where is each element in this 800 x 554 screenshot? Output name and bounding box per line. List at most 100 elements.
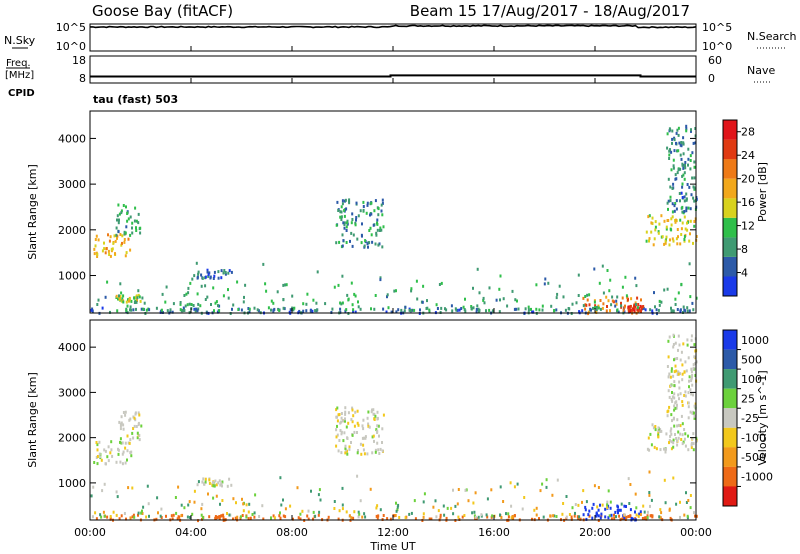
range-cell (679, 308, 682, 312)
range-cell (317, 493, 320, 497)
range-cell (376, 417, 379, 421)
range-cell (646, 516, 649, 520)
range-cell (371, 451, 374, 455)
range-cell (279, 511, 281, 515)
range-cell (673, 424, 676, 428)
range-cell (682, 166, 685, 170)
range-cell (307, 509, 310, 513)
range-cell (667, 199, 670, 203)
range-cell (141, 509, 143, 513)
colorbar-segment (723, 256, 737, 277)
range-cell (211, 482, 214, 486)
range-cell (341, 233, 344, 237)
range-cell (200, 507, 203, 511)
range-cell (335, 223, 338, 227)
range-cell (689, 506, 692, 510)
range-cell (675, 199, 678, 203)
range-cell (434, 499, 437, 503)
range-cell (125, 309, 128, 312)
range-cell (264, 282, 267, 286)
range-cell (121, 452, 124, 456)
range-cell (145, 308, 148, 312)
range-cell (208, 478, 211, 482)
range-cell (212, 277, 215, 280)
range-cell (636, 296, 639, 300)
range-cell (228, 269, 231, 273)
range-cell (354, 223, 357, 227)
range-cell (408, 512, 411, 516)
range-cell (680, 282, 683, 286)
range-cell (117, 447, 119, 451)
x-tick-label: 00:00 (680, 526, 712, 539)
range-cell (462, 305, 465, 309)
range-cell (213, 274, 216, 278)
range-cell (674, 202, 677, 205)
range-cell (472, 306, 475, 310)
range-cell (655, 308, 658, 312)
range-cell (672, 445, 675, 449)
range-cell (217, 304, 219, 308)
range-cell (213, 484, 216, 488)
range-cell (117, 221, 120, 225)
range-cell (357, 515, 360, 519)
range-cell (118, 517, 121, 521)
range-cell (516, 299, 518, 303)
range-cell (126, 304, 129, 308)
range-cell (112, 241, 115, 245)
range-cell (679, 372, 681, 376)
range-cell (356, 409, 359, 413)
range-cell (351, 420, 354, 424)
range-cell (142, 307, 145, 311)
range-cell (356, 421, 359, 425)
range-cell (463, 308, 466, 311)
range-cell (505, 512, 507, 516)
range-cell (338, 509, 341, 513)
range-cell (689, 410, 692, 414)
range-cell (531, 310, 534, 314)
range-cell (312, 298, 315, 302)
range-cell (132, 308, 135, 312)
range-cell (370, 201, 373, 205)
range-cell (396, 505, 399, 509)
range-cell (668, 243, 671, 247)
range-cell (530, 307, 532, 311)
range-cell (137, 212, 140, 216)
range-cell (692, 366, 695, 370)
range-cell (667, 177, 670, 181)
range-cell (120, 291, 123, 295)
range-cell (317, 513, 320, 517)
range-cell (670, 228, 673, 232)
range-cell (670, 369, 673, 373)
range-cell (121, 441, 124, 445)
range-cell (339, 301, 342, 305)
range-cell (679, 432, 682, 436)
range-cell (160, 507, 163, 511)
range-cell (663, 288, 666, 292)
range-cell (116, 214, 119, 218)
range-cell (426, 306, 429, 310)
range-cell (135, 219, 138, 223)
range-cell (631, 517, 634, 521)
range-cell (386, 517, 389, 521)
range-cell (593, 484, 596, 488)
range-cell (646, 447, 649, 451)
range-cell (218, 479, 221, 483)
range-cell (570, 517, 573, 521)
range-cell (687, 147, 690, 151)
range-cell (474, 515, 477, 519)
range-cell (686, 183, 689, 186)
range-cell (382, 225, 385, 229)
range-cell (358, 512, 361, 516)
range-cell (666, 287, 669, 291)
range-cell (682, 141, 685, 145)
range-cell (92, 485, 95, 489)
range-cell (650, 443, 653, 447)
range-cell (686, 338, 689, 342)
range-cell (404, 516, 407, 520)
range-cell (344, 198, 347, 202)
range-cell (282, 514, 285, 518)
range-cell (593, 300, 596, 304)
range-cell (365, 211, 368, 215)
range-cell (135, 425, 138, 428)
range-cell (257, 309, 260, 313)
